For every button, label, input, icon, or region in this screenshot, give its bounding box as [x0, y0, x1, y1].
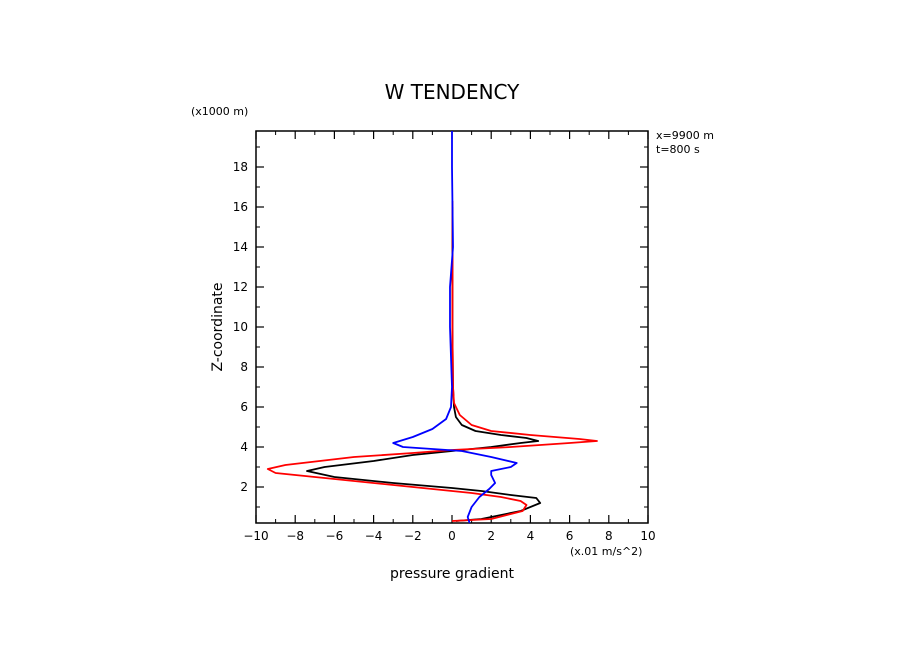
x-tick-label: −6: [326, 529, 344, 543]
series-line-3: [392, 131, 518, 524]
y-unit-label: (x1000 m): [191, 105, 248, 118]
x-tick-label: −4: [365, 529, 383, 543]
y-tick-label: 8: [240, 360, 248, 374]
y-tick-label: 4: [240, 440, 248, 454]
y-tick-label: 2: [240, 480, 248, 494]
annotation-x-position: x=9900 m: [656, 129, 714, 142]
x-tick-label: −10: [243, 529, 268, 543]
series-line-2: [266, 200, 598, 522]
y-axis-label: Z-coordinate: [210, 282, 226, 371]
x-tick-label: −8: [286, 529, 304, 543]
y-tick-label: 10: [233, 320, 248, 334]
x-tick-label: 0: [448, 529, 456, 543]
x-tick-label: 6: [566, 529, 574, 543]
y-tick-label: 18: [233, 160, 248, 174]
y-tick-label: 16: [233, 200, 248, 214]
x-tick-label: 4: [527, 529, 535, 543]
x-axis-label: pressure gradient: [390, 566, 514, 582]
y-tick-label: 12: [233, 280, 248, 294]
x-unit-label: (x.01 m/s^2): [570, 545, 642, 558]
x-tick-label: 8: [605, 529, 613, 543]
x-tick-label: −2: [404, 529, 422, 543]
y-tick-label: 14: [233, 240, 248, 254]
x-tick-label: 10: [640, 529, 655, 543]
series-line-1: [306, 207, 542, 522]
y-tick-label: 6: [240, 400, 248, 414]
annotation-time: t=800 s: [656, 143, 700, 156]
chart-title: W TENDENCY: [385, 80, 521, 104]
x-tick-label: 2: [487, 529, 495, 543]
